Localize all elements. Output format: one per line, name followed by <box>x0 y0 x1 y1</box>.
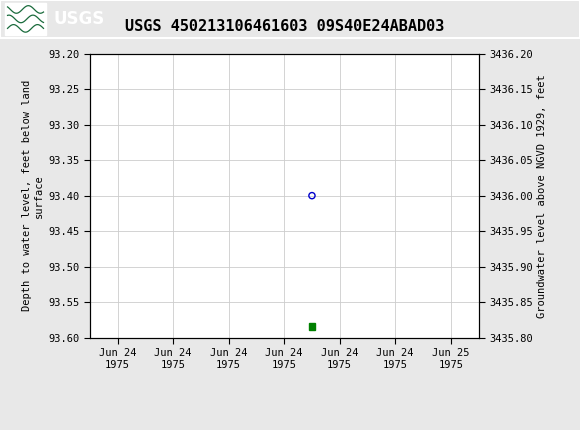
Text: USGS: USGS <box>53 10 104 28</box>
Bar <box>5 3 46 35</box>
Bar <box>309 323 316 331</box>
Y-axis label: Depth to water level, feet below land
surface: Depth to water level, feet below land su… <box>23 80 44 311</box>
Y-axis label: Groundwater level above NGVD 1929, feet: Groundwater level above NGVD 1929, feet <box>537 74 547 317</box>
Point <box>307 192 317 199</box>
Text: USGS 450213106461603 09S40E24ABAD03: USGS 450213106461603 09S40E24ABAD03 <box>125 19 444 34</box>
